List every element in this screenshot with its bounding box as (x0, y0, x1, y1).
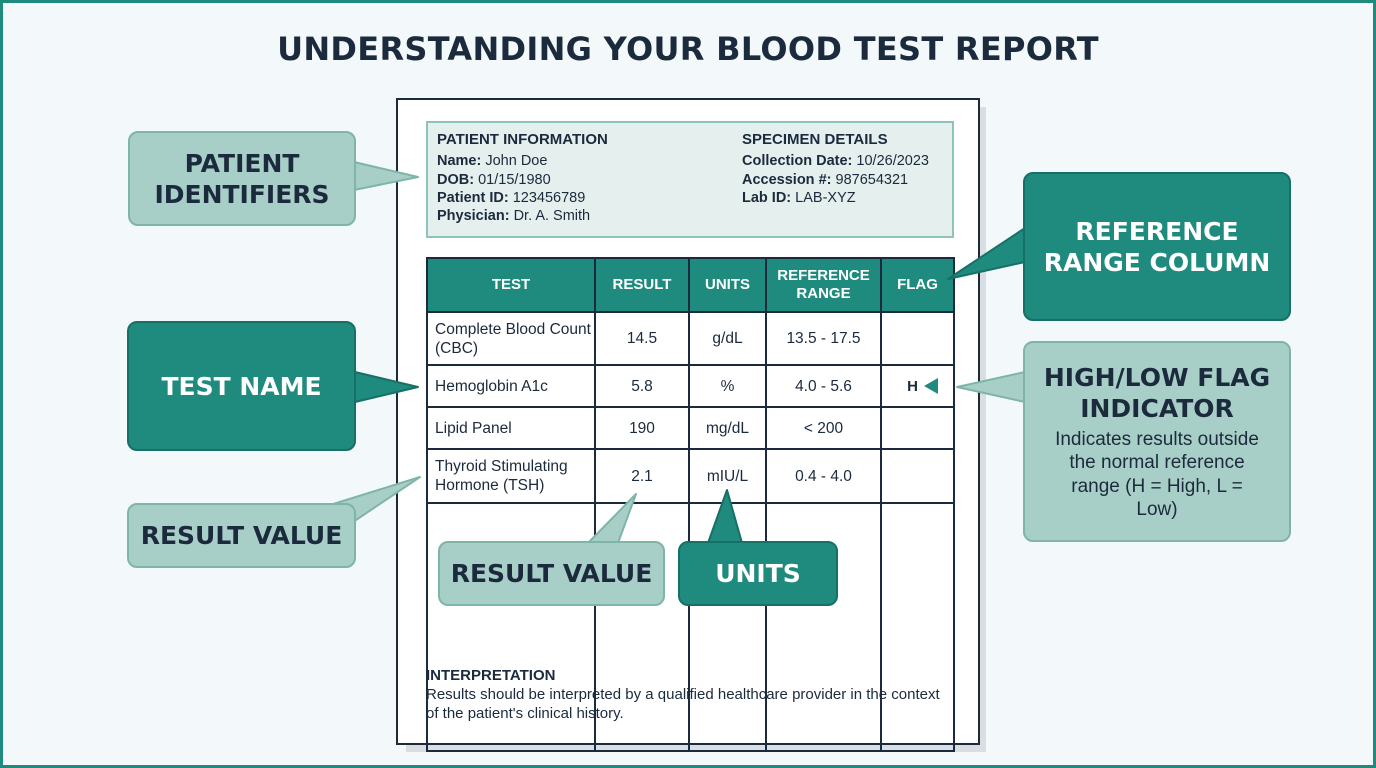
reference-range-header-text: REFERENCE RANGE (777, 267, 870, 302)
field-label: Collection Date: (742, 153, 853, 170)
callout-high-low-flag: HIGH/LOW FLAG INDICATOR Indicates result… (1023, 341, 1291, 542)
column-header-reference-range: REFERENCE RANGE (765, 257, 882, 313)
field-value: LAB-XYZ (795, 189, 856, 206)
collection-date-row: Collection Date: 10/26/2023 (742, 152, 929, 170)
field-label: DOB: (437, 171, 475, 188)
test-name-cell: Hemoglobin A1c (426, 364, 596, 408)
callout-description: Indicates results outside the normal ref… (1055, 428, 1259, 521)
interpretation-heading: INTERPRETATION (426, 667, 556, 684)
field-value: 10/26/2023 (856, 153, 929, 170)
callout-patient-identifiers: PATIENT IDENTIFIERS (128, 131, 356, 226)
patient-info-box: PATIENT INFORMATION Name: John Doe DOB: … (426, 121, 954, 238)
field-value: Dr. A. Smith (513, 208, 591, 225)
interpretation-text: Results should be interpreted by a quali… (426, 686, 940, 722)
callout-label: HIGH/LOW FLAG INDICATOR (1043, 362, 1271, 423)
patient-info-heading: PATIENT INFORMATION (437, 131, 608, 148)
test-name-cell: Complete Blood Count (CBC) (426, 311, 596, 366)
patient-info-column: PATIENT INFORMATION Name: John Doe DOB: … (437, 131, 608, 225)
field-value: 01/15/1980 (478, 171, 551, 188)
reference-range-cell: 4.0 - 5.6 (765, 364, 882, 408)
result-cell: 14.5 (594, 311, 690, 366)
high-flag-letter: H (907, 377, 918, 395)
specimen-heading: SPECIMEN DETAILS (742, 131, 888, 148)
result-cell: 2.1 (594, 448, 690, 504)
table-row: Hemoglobin A1c 5.8 % 4.0 - 5.6 H (426, 364, 955, 408)
table-row: Complete Blood Count (CBC) 14.5 g/dL 13.… (426, 311, 955, 366)
units-cell: % (688, 364, 767, 408)
units-cell: mIU/L (688, 448, 767, 504)
callout-label: PATIENT IDENTIFIERS (154, 148, 330, 209)
table-header-row: TEST RESULT UNITS REFERENCE RANGE FLAG (426, 257, 955, 313)
reference-range-cell: 13.5 - 17.5 (765, 311, 882, 366)
column-header-result: RESULT (594, 257, 690, 313)
flag-cell: H (880, 364, 955, 408)
callout-test-name: TEST NAME (127, 321, 356, 451)
callout-label: TEST NAME (161, 371, 322, 401)
result-cell: 190 (594, 406, 690, 450)
interpretation-section: INTERPRETATION Results should be interpr… (426, 666, 956, 723)
field-value: 987654321 (835, 171, 909, 188)
patient-id-row: Patient ID: 123456789 (437, 189, 608, 207)
reference-range-cell: 0.4 - 4.0 (765, 448, 882, 504)
callout-label: UNITS (715, 559, 801, 588)
field-label: Physician: (437, 208, 510, 225)
results-table: TEST RESULT UNITS REFERENCE RANGE FLAG C… (426, 257, 955, 752)
lab-id-row: Lab ID: LAB-XYZ (742, 189, 929, 207)
accession-row: Accession #: 987654321 (742, 171, 929, 189)
empty-cell (880, 502, 955, 752)
callout-label: RESULT VALUE (450, 559, 653, 588)
test-name-cell: Lipid Panel (426, 406, 596, 450)
units-cell: mg/dL (688, 406, 767, 450)
field-value: 123456789 (512, 189, 586, 206)
patient-dob-row: DOB: 01/15/1980 (437, 171, 608, 189)
callout-result-value-inner: RESULT VALUE (438, 541, 665, 606)
flag-cell (880, 448, 955, 504)
result-cell: 5.8 (594, 364, 690, 408)
field-label: Name: (437, 153, 482, 170)
field-label: Accession #: (742, 171, 832, 188)
specimen-details-column: SPECIMEN DETAILS Collection Date: 10/26/… (742, 131, 929, 207)
page-title: UNDERSTANDING YOUR BLOOD TEST REPORT (277, 30, 1099, 68)
column-header-test: TEST (426, 257, 596, 313)
table-row: Thyroid Stimulating Hormone (TSH) 2.1 mI… (426, 448, 955, 504)
callout-result-value-left: RESULT VALUE (127, 503, 356, 568)
field-label: Patient ID: (437, 189, 509, 206)
test-name-cell: Thyroid Stimulating Hormone (TSH) (426, 448, 596, 504)
patient-name-row: Name: John Doe (437, 152, 608, 170)
physician-row: Physician: Dr. A. Smith (437, 207, 608, 225)
table-row: Lipid Panel 190 mg/dL < 200 (426, 406, 955, 450)
units-cell: g/dL (688, 311, 767, 366)
field-value: John Doe (485, 153, 548, 170)
lab-report: PATIENT INFORMATION Name: John Doe DOB: … (396, 98, 980, 752)
flag-cell (880, 406, 955, 450)
flag-cell (880, 311, 955, 366)
callout-label: REFERENCE RANGE COLUMN (1043, 216, 1271, 277)
callout-units: UNITS (678, 541, 838, 606)
column-header-units: UNITS (688, 257, 767, 313)
reference-range-cell: < 200 (765, 406, 882, 450)
callout-label: RESULT VALUE (140, 521, 343, 550)
high-flag: H (907, 377, 938, 396)
field-label: Lab ID: (742, 189, 792, 206)
callout-reference-range-column: REFERENCE RANGE COLUMN (1023, 172, 1291, 321)
column-header-flag: FLAG (880, 257, 955, 313)
flag-pointer-icon (923, 378, 938, 394)
